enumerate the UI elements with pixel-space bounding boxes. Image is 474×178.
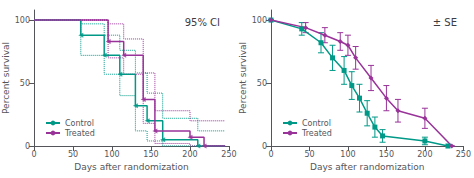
svg-text:95% CI: 95% CI: [185, 17, 220, 28]
svg-text:250: 250: [221, 150, 236, 159]
svg-text:Control: Control: [65, 119, 94, 128]
svg-text:50: 50: [257, 79, 267, 88]
svg-text:Treated: Treated: [301, 129, 332, 138]
svg-text:± SE: ± SE: [433, 17, 457, 28]
svg-text:0: 0: [262, 142, 267, 151]
svg-text:200: 200: [417, 150, 432, 159]
svg-text:0: 0: [268, 150, 273, 159]
svg-text:0: 0: [31, 150, 36, 159]
svg-text:100: 100: [104, 150, 119, 159]
svg-text:150: 150: [143, 150, 158, 159]
svg-text:Percent survival: Percent survival: [1, 42, 11, 114]
svg-text:200: 200: [182, 150, 197, 159]
svg-text:Days after randomization: Days after randomization: [74, 162, 188, 172]
svg-text:Treated: Treated: [64, 129, 95, 138]
svg-text:Control: Control: [302, 119, 331, 128]
svg-text:50: 50: [304, 150, 314, 159]
svg-text:Days after randomization: Days after randomization: [310, 162, 424, 172]
svg-text:150: 150: [379, 150, 394, 159]
svg-text:50: 50: [20, 79, 30, 88]
svg-text:Percent survival: Percent survival: [238, 42, 248, 114]
svg-text:100: 100: [252, 16, 267, 25]
svg-text:100: 100: [15, 16, 30, 25]
svg-text:0: 0: [25, 142, 30, 151]
svg-text:50: 50: [68, 150, 78, 159]
svg-text:250: 250: [456, 150, 471, 159]
svg-text:100: 100: [340, 150, 355, 159]
